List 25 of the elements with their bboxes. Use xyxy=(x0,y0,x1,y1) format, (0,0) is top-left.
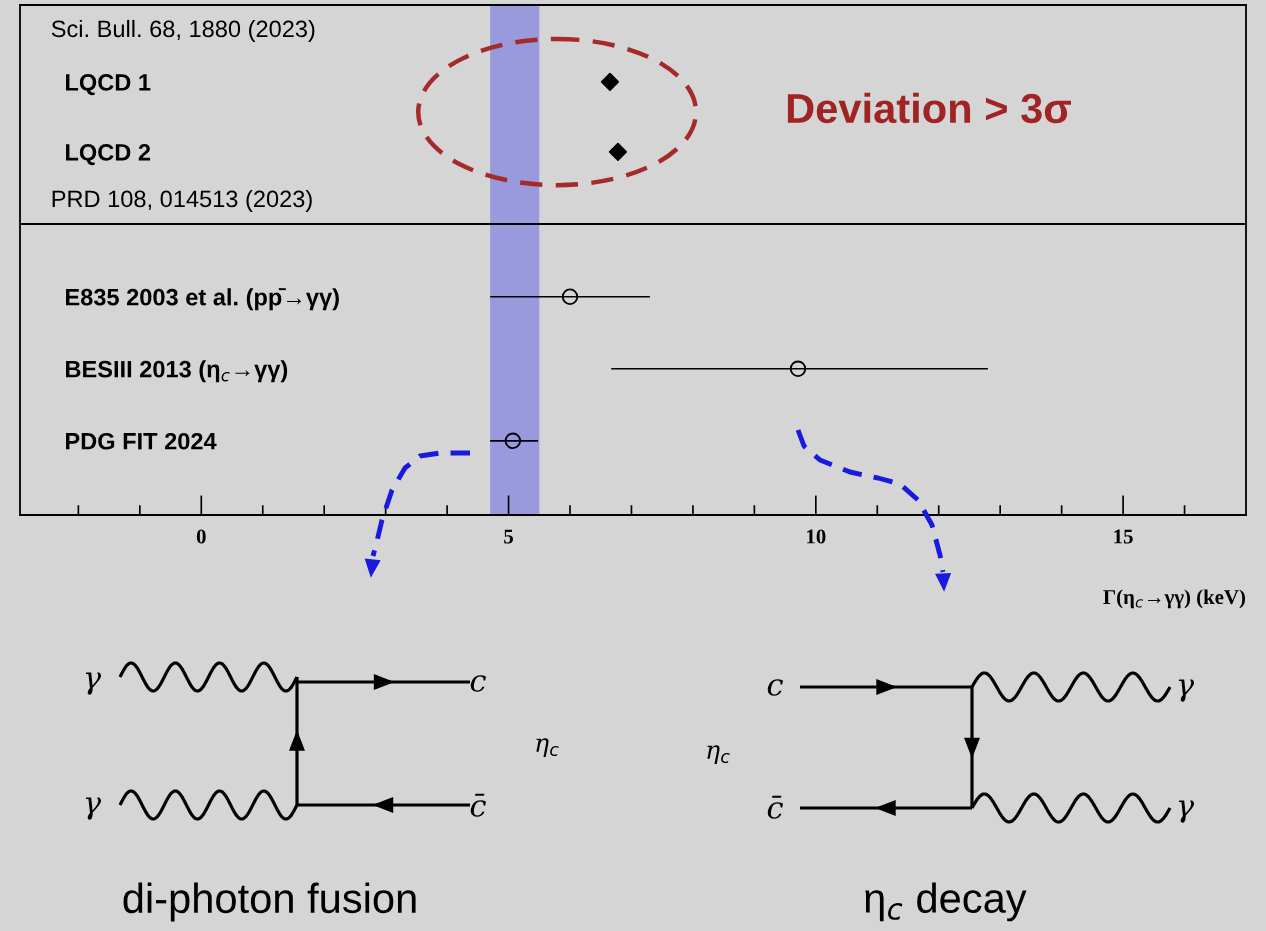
x-tick-label: 15 xyxy=(1114,529,1133,544)
text: γ xyxy=(85,797,102,820)
text: γ xyxy=(1178,800,1195,823)
annotation: Deviation > 3σ xyxy=(787,92,1071,124)
text: di-photon fusion xyxy=(123,882,416,922)
y-tick-label: E835 2003 et al. (pp̄→γγ) xyxy=(66,288,339,311)
text: η$_{c}$ xyxy=(707,745,730,764)
text: c xyxy=(470,675,486,692)
annotation: Sci. Bull. 68, 1880 (2023) xyxy=(51,19,315,42)
y-tick-label: LQCD 1 xyxy=(66,74,151,96)
x-tick-label: 0 xyxy=(196,529,206,544)
text: c̄ xyxy=(767,795,783,819)
text: γ xyxy=(85,672,102,695)
text: c̄ xyxy=(470,793,486,817)
text: c xyxy=(767,679,783,696)
x-tick-label: 10 xyxy=(807,529,826,544)
x-tick-label: 5 xyxy=(504,529,513,544)
y-tick-label: LQCD 2 xyxy=(66,144,151,166)
text: η$_{c}$ decay xyxy=(865,882,1027,922)
y-tick-label: PDG FIT 2024 xyxy=(66,432,217,450)
y-tick-label: BESIII 2013 (η$_{c}$→γγ) xyxy=(66,360,288,383)
text: γ xyxy=(1178,679,1195,702)
annotation: PRD 108, 014513 (2023) xyxy=(52,189,312,212)
x-axis-title: Γ(η$_{c}$→γγ) (keV) xyxy=(1103,589,1245,609)
text: η$_{c}$ xyxy=(536,738,559,757)
